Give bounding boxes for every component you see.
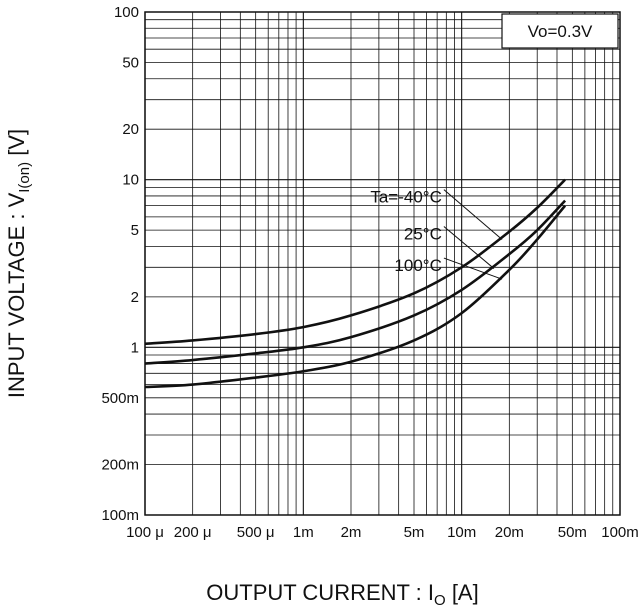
curves	[144, 178, 567, 389]
x-tick-label: 50m	[558, 524, 587, 541]
series-label-ta-minus40c: Ta=-40°C	[370, 188, 442, 207]
y-tick-label: 2	[131, 289, 139, 306]
x-tick-label: 100 μ	[126, 524, 164, 541]
series-label-ta-100c: 100°C	[394, 256, 441, 275]
leader-line-ta-25c	[443, 226, 495, 269]
x-tick-label: 200 μ	[174, 524, 212, 541]
condition-label: Vo=0.3V	[528, 22, 593, 41]
y-axis-title: INPUT VOLTAGE : VI(on) [V]	[4, 129, 33, 398]
y-axis-title-unit: [V]	[4, 129, 29, 162]
y-tick-label: 100m	[101, 507, 139, 524]
x-axis-title-unit: [A]	[446, 580, 479, 605]
tick-labels: Ta=-40°C 25°C 100°C 100 μ 200 μ 500 μ 1m 2m 5m 10…	[101, 4, 638, 541]
y-tick-label: 1	[131, 339, 139, 356]
series-line-ta-100c	[144, 204, 567, 389]
y-tick-label: 10	[122, 172, 139, 189]
x-axis-title-sub: O	[434, 592, 446, 609]
plot-frame	[144, 11, 621, 516]
x-tick-label: 1m	[293, 524, 314, 541]
y-axis-title-main: INPUT VOLTAGE : V	[4, 192, 29, 398]
y-tick-label: 5	[131, 222, 139, 239]
series-line-ta-25c	[144, 199, 567, 365]
leader-line-ta-100c	[443, 257, 503, 280]
x-tick-label: 500 μ	[237, 524, 275, 541]
x-tick-label: 5m	[404, 524, 425, 541]
x-tick-label: 20m	[495, 524, 524, 541]
x-axis-title-main: OUTPUT CURRENT : I	[206, 580, 434, 605]
series-label-ta-25c: 25°C	[404, 224, 442, 243]
condition-box	[501, 13, 619, 49]
annotation-leaders	[443, 189, 503, 280]
y-tick-label: 200m	[101, 457, 139, 474]
x-tick-label: 10m	[447, 524, 476, 541]
y-tick-label: 20	[122, 121, 139, 138]
leader-line-ta-minus40c	[443, 189, 503, 240]
y-tick-label: 500m	[101, 390, 139, 407]
grid	[144, 11, 621, 516]
y-axis-title-sub: I(on)	[16, 162, 33, 193]
y-tick-label: 50	[122, 54, 139, 71]
x-tick-label: 100m	[601, 524, 639, 541]
x-tick-label: 2m	[341, 524, 362, 541]
y-tick-label: 100	[114, 4, 139, 21]
x-axis-title: OUTPUT CURRENT : IO [A]	[206, 580, 478, 609]
series-line-ta-minus40c	[144, 178, 567, 346]
